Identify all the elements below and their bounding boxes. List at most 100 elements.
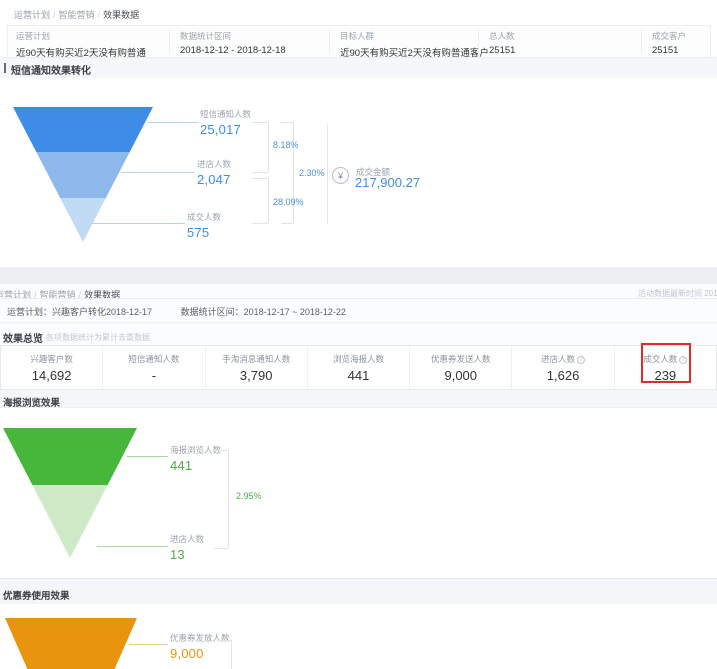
divider	[0, 322, 717, 323]
deal-amount-value: 217,900.27	[355, 175, 421, 190]
divider	[641, 30, 642, 54]
range-value: 2018-12-17 ~ 2018-12-22	[243, 307, 346, 317]
breadcrumb-item-marketing[interactable]: 智能营销	[58, 10, 95, 20]
breadcrumb: 运营计划/智能营销/效果数据	[14, 8, 139, 21]
metric-label: 成交人数	[615, 353, 716, 365]
metric-value: 14,692	[31, 368, 72, 383]
range-label: 数据统计区间：	[180, 307, 244, 317]
yuan-icon: ¥	[332, 167, 349, 184]
rate-bracket	[268, 122, 269, 172]
metric-coupons-sent: 优惠券发送人数 9,000	[410, 346, 513, 389]
metric-label: 短信通知人数	[128, 354, 180, 364]
rate-bracket	[281, 223, 293, 224]
breadcrumb: 运营计划/智能营销/效果数据	[0, 288, 120, 301]
info-label: 成交客户	[652, 31, 687, 41]
metric-interest-customers: 兴趣客户数 14,692	[1, 346, 104, 389]
rate-bracket	[252, 178, 268, 179]
connector-line	[92, 223, 185, 224]
info-icon[interactable]	[577, 356, 586, 364]
metric-value: 441	[347, 368, 370, 383]
info-col-plan: 运营计划 近90天有购买近2天没有购普通	[16, 30, 146, 59]
info-label: 总人数	[489, 31, 515, 41]
rate-bracket	[252, 122, 268, 123]
metric-label: 兴趣客户数	[30, 354, 73, 364]
info-value: 近90天有购买近2天没有购普通	[16, 48, 146, 59]
rate-bracket	[252, 172, 268, 173]
metric-label: 优惠券发送人数	[431, 354, 491, 364]
metric-sms-notified: 短信通知人数 -	[103, 346, 206, 389]
funnel-segment-poster-views[interactable]	[3, 428, 137, 485]
metric-label: 进店人数	[512, 353, 613, 365]
metric-poster-views: 浏览海报人数 441	[308, 346, 411, 389]
funnel-stage-store-visits: 进店人数 2,047	[197, 158, 231, 187]
metrics-summary-card: 兴趣客户数 14,692 短信通知人数 - 手淘消息通知人数 3,790 浏览海…	[0, 343, 717, 390]
section-title-strip	[0, 57, 717, 78]
breadcrumb-item-current: 效果数据	[84, 290, 121, 300]
info-value: 近90天有购买近2天没有购普通客户	[340, 48, 489, 59]
stage-label: 优惠券发放人数	[170, 633, 230, 643]
info-col-customers: 成交客户 25151	[652, 30, 686, 56]
plan-value: 兴趣客户转化2018-12-17	[52, 307, 153, 317]
metric-deals: 成交人数 239	[615, 343, 716, 389]
funnel-segment-store-visits[interactable]	[36, 152, 130, 198]
metric-label: 浏览海报人数	[332, 354, 384, 364]
conversion-rate-step2: 28.09%	[273, 197, 304, 207]
divider	[327, 124, 328, 224]
info-col-total: 总人数 25151	[489, 30, 515, 56]
stage-value: 9,000	[170, 646, 204, 661]
stage-value: 13	[170, 547, 185, 562]
funnel-stage-poster-views: 海报浏览人数 441	[170, 444, 221, 473]
metric-taobao-message: 手淘消息通知人数 3,790	[206, 346, 308, 389]
funnel-segment-store-visits[interactable]	[32, 485, 108, 558]
breadcrumb-item-plan[interactable]: 运营计划	[14, 10, 51, 20]
stage-label: 进店人数	[197, 159, 232, 169]
metric-value: 3,790	[239, 368, 273, 383]
rate-bracket	[214, 450, 228, 451]
info-col-range: 数据统计区间 2018-12-12 - 2018-12-18	[180, 30, 286, 56]
metric-store-visits: 进店人数 1,626	[512, 346, 615, 389]
coupon-funnel-section-title: 优惠券使用效果	[3, 591, 70, 602]
overview-note: 各项数据统计为累计去重数据	[46, 333, 150, 342]
stage-label: 成交人数	[187, 212, 222, 222]
info-label: 数据统计区间	[180, 31, 232, 41]
info-value: 25151	[652, 45, 679, 56]
funnel-segment-coupons-issued[interactable]	[5, 618, 137, 669]
info-label: 目标人群	[340, 31, 375, 41]
connector-line	[127, 456, 168, 457]
breadcrumb-item-marketing[interactable]: 智能营销	[39, 290, 76, 300]
stage-value: 2,047	[197, 172, 231, 187]
info-icon[interactable]	[679, 356, 688, 364]
breadcrumb-item-current: 效果数据	[103, 10, 140, 20]
divider	[169, 30, 170, 54]
rate-bracket	[214, 548, 228, 549]
conversion-rate-step1: 8.18%	[273, 140, 299, 150]
funnel-segment-deals[interactable]	[60, 198, 106, 242]
stage-label: 短信通知人数	[200, 109, 252, 119]
metric-value: 9,000	[444, 368, 478, 383]
stage-label: 海报浏览人数	[170, 445, 222, 455]
divider	[478, 30, 479, 54]
metric-value: 239	[654, 368, 677, 383]
sms-funnel-section-title: 短信通知效果转化	[11, 66, 91, 77]
breadcrumb-item-plan[interactable]: 运营计划	[0, 290, 32, 300]
stage-value: 575	[187, 225, 210, 240]
funnel-segment-sms-notified[interactable]	[13, 107, 153, 152]
funnel-stage-coupons-issued: 优惠券发放人数 9,000	[170, 632, 230, 661]
title-marker-bar	[4, 63, 6, 73]
rate-bracket	[231, 640, 232, 669]
divider	[0, 298, 717, 299]
breadcrumb-separator: /	[53, 10, 56, 20]
conversion-rate-poster: 2.95%	[236, 491, 262, 501]
breadcrumb-separator: /	[78, 290, 82, 300]
rate-bracket	[252, 223, 268, 224]
stage-value: 25,017	[200, 122, 241, 137]
plan-label: 运营计划：	[7, 307, 53, 317]
metric-value: 1,626	[546, 368, 580, 383]
coupon-funnel-chart	[5, 618, 137, 669]
connector-line	[97, 546, 168, 547]
deal-amount-label: 成交金额	[356, 167, 391, 177]
sms-funnel-chart	[13, 107, 153, 242]
rate-bracket	[293, 122, 294, 223]
info-label: 运营计划	[16, 31, 51, 41]
